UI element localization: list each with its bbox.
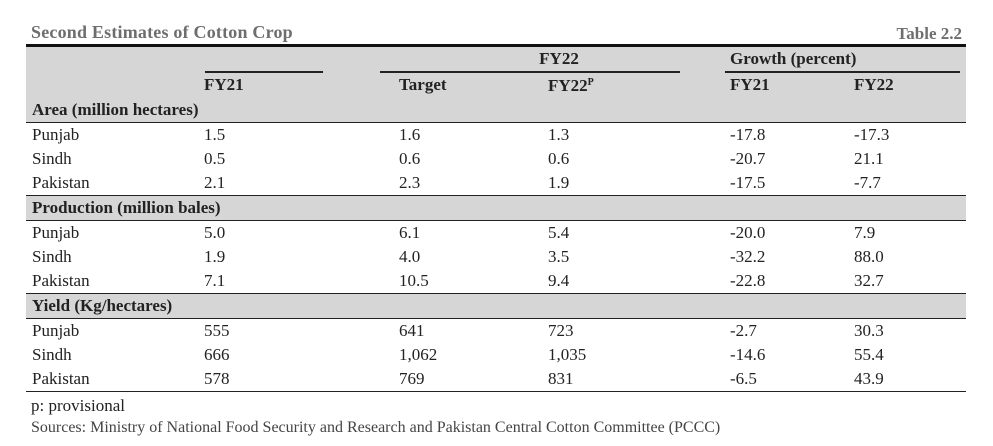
cell-g21: -32.2 — [730, 247, 766, 266]
table-number: Table 2.2 — [896, 24, 962, 43]
cell-target: 6.1 — [399, 223, 421, 242]
section-label: Yield (Kg/hectares) — [26, 293, 967, 319]
cell-name: Punjab — [32, 321, 80, 340]
cell-g21: -2.7 — [730, 321, 757, 340]
growth-header-rule — [725, 71, 960, 73]
cell-g22: 43.9 — [848, 367, 967, 392]
cell-name: Pakistan — [26, 171, 198, 196]
cell-target: 641 — [399, 321, 425, 340]
section-label: Production (million bales) — [26, 195, 967, 221]
cell-target: 769 — [394, 367, 536, 392]
cell-target: 1,062 — [399, 345, 438, 364]
section-header-row: Production (million bales) — [26, 195, 967, 221]
table-row: Punjab 555 641 723 -2.7 30.3 — [26, 319, 966, 344]
table-row: Pakistan 578 769 831 -6.5 43.9 — [26, 367, 967, 392]
cell-g22: 7.9 — [854, 223, 876, 242]
footnote: p: provisional — [31, 396, 125, 415]
cell-name: Pakistan — [26, 367, 198, 392]
header-background — [26, 47, 966, 98]
col-fy22p: FY22P — [548, 76, 594, 95]
cell-g21: -17.5 — [724, 171, 849, 196]
section-header-row: Area (million hectares) — [26, 98, 967, 123]
cell-g21: -20.7 — [730, 149, 766, 168]
col-target: Target — [399, 74, 447, 94]
group-growth: Growth (percent) — [730, 49, 857, 68]
col-growth-fy22: FY22 — [854, 74, 894, 94]
header-group-row: FY22 Growth (percent) — [26, 47, 966, 71]
cell-fy22: 831 — [536, 367, 725, 392]
cell-target: 2.3 — [394, 171, 536, 196]
cell-g22: 88.0 — [854, 247, 884, 266]
cell-fy21: 0.5 — [204, 149, 226, 168]
cell-g21: -17.8 — [730, 125, 766, 144]
table-row: Sindh 0.5 0.6 0.6 -20.7 21.1 — [26, 147, 966, 171]
cotton-table: FY22 Growth (percent) FY21 Target FY22P … — [26, 47, 967, 392]
col-fy21: FY21 — [204, 74, 244, 94]
cell-name: Sindh — [32, 149, 72, 168]
group-fy22: FY22 — [539, 49, 579, 68]
cell-fy21: 7.1 — [198, 269, 394, 294]
cell-name: Punjab — [32, 125, 80, 144]
cell-fy22: 723 — [548, 321, 574, 340]
cell-target: 0.6 — [399, 149, 421, 168]
cell-g21: -6.5 — [724, 367, 849, 392]
fy22-header-rule — [380, 71, 680, 73]
cell-g22: -17.3 — [854, 125, 890, 144]
cell-g21: -22.8 — [724, 269, 849, 294]
cell-g21: -14.6 — [730, 345, 766, 364]
cell-fy21: 1.9 — [204, 247, 226, 266]
cell-fy22: 5.4 — [548, 223, 570, 242]
table-row: Sindh 666 1,062 1,035 -14.6 55.4 — [26, 343, 966, 367]
cell-g21: -20.0 — [730, 223, 766, 242]
title-rule — [26, 44, 966, 47]
table-title-row: Second Estimates of Cotton Crop Table 2.… — [26, 22, 966, 44]
table-title: Second Estimates of Cotton Crop — [31, 22, 293, 42]
fy21-header-rule — [205, 71, 323, 73]
cell-fy21: 1.5 — [204, 125, 226, 144]
cell-target: 1.6 — [399, 125, 421, 144]
cell-fy21: 555 — [204, 321, 230, 340]
table-row: Sindh 1.9 4.0 3.5 -32.2 88.0 — [26, 245, 966, 269]
cell-fy21: 578 — [198, 367, 394, 392]
sources: Sources: Ministry of National Food Secur… — [31, 419, 721, 436]
header-column-row: FY21 Target FY22P FY21 FY22 — [26, 71, 966, 98]
cell-g22: -7.7 — [848, 171, 967, 196]
cell-fy21: 666 — [204, 345, 230, 364]
cell-g22: 32.7 — [848, 269, 967, 294]
cell-fy22: 1,035 — [548, 345, 587, 364]
cell-g22: 55.4 — [854, 345, 884, 364]
cell-fy22: 1.9 — [536, 171, 725, 196]
cell-g22: 21.1 — [854, 149, 884, 168]
cell-name: Punjab — [32, 223, 80, 242]
cell-fy21: 2.1 — [198, 171, 394, 196]
cell-target: 4.0 — [399, 247, 421, 266]
col-growth-fy21: FY21 — [730, 74, 770, 94]
table-row: Pakistan 2.1 2.3 1.9 -17.5 -7.7 — [26, 171, 967, 196]
section-label: Area (million hectares) — [26, 98, 967, 123]
cell-fy22: 0.6 — [548, 149, 570, 168]
cell-fy21: 5.0 — [204, 223, 226, 242]
table-row: Pakistan 7.1 10.5 9.4 -22.8 32.7 — [26, 269, 967, 294]
table-row: Punjab 5.0 6.1 5.4 -20.0 7.9 — [26, 221, 966, 246]
cell-fy22: 3.5 — [548, 247, 570, 266]
table-row: Punjab 1.5 1.6 1.3 -17.8 -17.3 — [26, 123, 966, 148]
cell-name: Sindh — [32, 247, 72, 266]
cell-g22: 30.3 — [854, 321, 884, 340]
cell-fy22: 1.3 — [548, 125, 570, 144]
section-header-row: Yield (Kg/hectares) — [26, 293, 967, 319]
cell-target: 10.5 — [394, 269, 536, 294]
cell-name: Pakistan — [26, 269, 198, 294]
cell-fy22: 9.4 — [536, 269, 725, 294]
cell-name: Sindh — [32, 345, 72, 364]
